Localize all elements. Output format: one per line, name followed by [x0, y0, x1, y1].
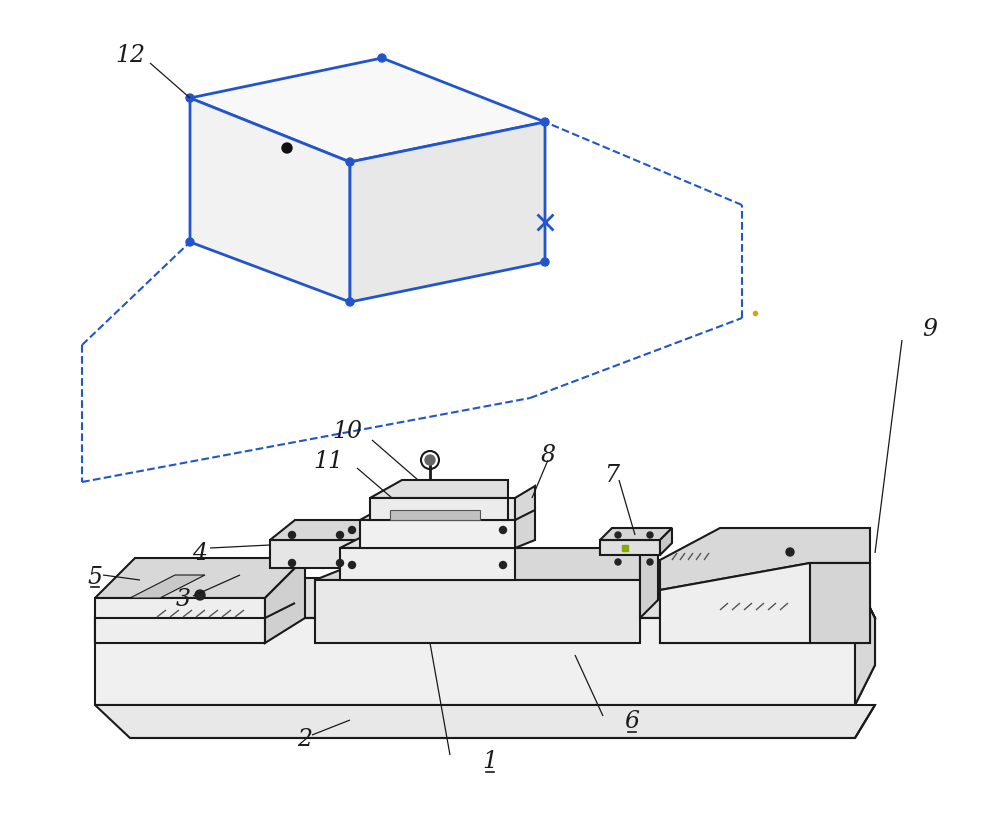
- Circle shape: [500, 561, 507, 569]
- Polygon shape: [350, 122, 545, 302]
- Circle shape: [349, 527, 356, 533]
- Text: 9: 9: [922, 318, 938, 341]
- Circle shape: [336, 532, 344, 538]
- Text: 1: 1: [482, 750, 498, 774]
- Polygon shape: [270, 540, 365, 568]
- Text: 7: 7: [604, 464, 620, 487]
- Polygon shape: [190, 58, 545, 162]
- Polygon shape: [95, 558, 305, 598]
- Polygon shape: [365, 520, 390, 568]
- Circle shape: [186, 94, 194, 102]
- Polygon shape: [95, 578, 875, 643]
- Polygon shape: [130, 575, 205, 598]
- Polygon shape: [315, 548, 640, 580]
- Text: 5: 5: [88, 565, 103, 588]
- Polygon shape: [660, 560, 810, 643]
- Text: 4: 4: [192, 542, 208, 564]
- Text: 2: 2: [298, 729, 312, 752]
- Polygon shape: [370, 480, 508, 498]
- Circle shape: [615, 532, 621, 538]
- Polygon shape: [855, 578, 875, 705]
- Polygon shape: [95, 598, 265, 643]
- Polygon shape: [360, 498, 515, 520]
- Polygon shape: [95, 618, 875, 705]
- Text: 10: 10: [332, 420, 362, 443]
- Circle shape: [425, 455, 435, 465]
- Circle shape: [288, 560, 296, 567]
- Polygon shape: [315, 580, 640, 643]
- Circle shape: [647, 532, 653, 538]
- Polygon shape: [360, 520, 515, 548]
- Text: 8: 8: [540, 443, 556, 466]
- Circle shape: [336, 560, 344, 567]
- Circle shape: [378, 54, 386, 62]
- Circle shape: [541, 258, 549, 266]
- Circle shape: [346, 298, 354, 306]
- Polygon shape: [340, 520, 515, 548]
- Polygon shape: [270, 520, 390, 540]
- Polygon shape: [190, 98, 350, 302]
- Polygon shape: [390, 510, 480, 520]
- Circle shape: [346, 158, 354, 166]
- Circle shape: [288, 532, 296, 538]
- Polygon shape: [95, 705, 875, 738]
- Circle shape: [349, 561, 356, 569]
- Polygon shape: [265, 558, 305, 643]
- Polygon shape: [515, 508, 535, 548]
- Text: 6: 6: [624, 711, 640, 734]
- Polygon shape: [600, 528, 672, 540]
- Circle shape: [541, 118, 549, 126]
- Circle shape: [500, 527, 507, 533]
- Polygon shape: [340, 548, 515, 580]
- Polygon shape: [370, 498, 508, 520]
- Polygon shape: [515, 486, 535, 520]
- Polygon shape: [660, 563, 870, 643]
- Polygon shape: [640, 535, 658, 618]
- Text: 11: 11: [313, 451, 343, 474]
- Polygon shape: [660, 528, 870, 590]
- Text: 3: 3: [176, 588, 190, 612]
- Circle shape: [615, 559, 621, 565]
- Polygon shape: [600, 540, 660, 555]
- Circle shape: [786, 548, 794, 556]
- Circle shape: [282, 143, 292, 153]
- Circle shape: [647, 559, 653, 565]
- Polygon shape: [810, 563, 870, 643]
- Circle shape: [195, 590, 205, 600]
- Text: 12: 12: [115, 43, 145, 66]
- Polygon shape: [660, 528, 672, 555]
- Circle shape: [186, 238, 194, 246]
